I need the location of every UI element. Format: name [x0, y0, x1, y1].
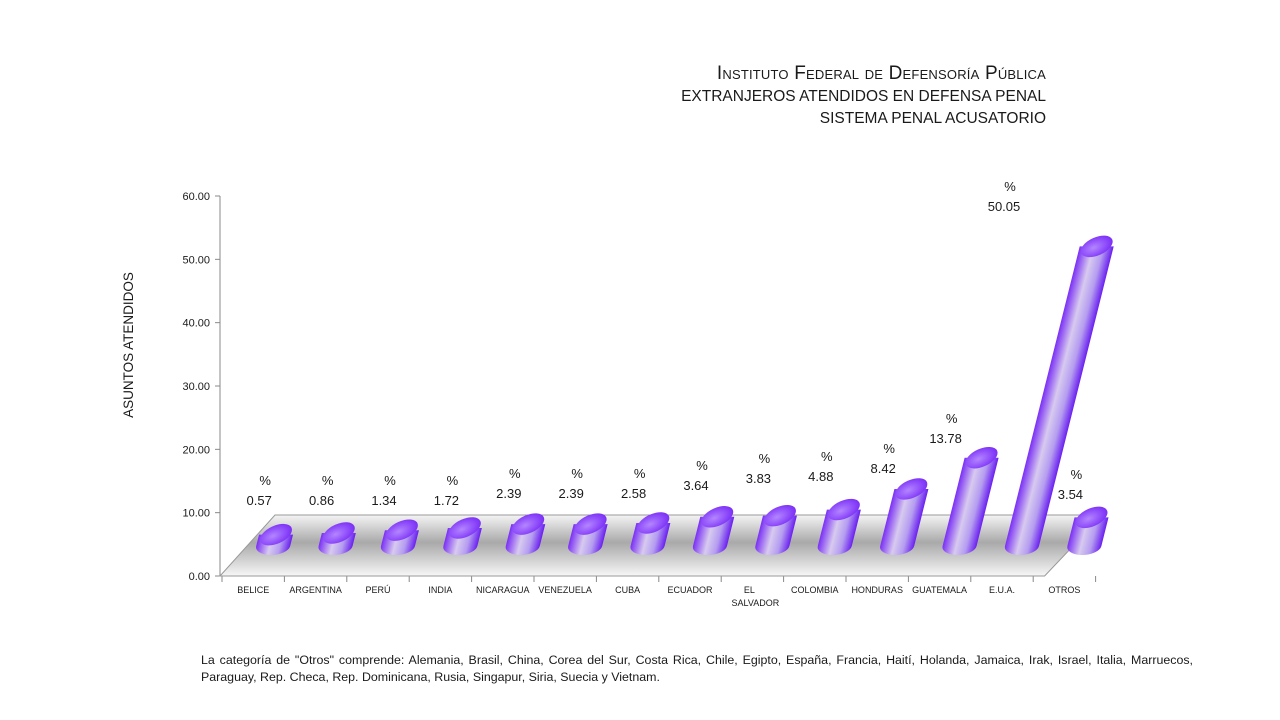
- data-label-value: 3.64: [683, 478, 708, 493]
- chart-subtitle-1: EXTRANJEROS ATENDIDOS EN DEFENSA PENAL: [681, 88, 1046, 105]
- bar-body: [1067, 517, 1109, 555]
- data-label-percent: %: [447, 473, 459, 488]
- bar-top: [260, 523, 292, 546]
- bar: [1004, 235, 1114, 555]
- bar-top: [1080, 235, 1113, 258]
- data-label-percent: %: [634, 466, 646, 481]
- bar-top: [448, 517, 481, 539]
- x-tick-label: ECUADOR: [667, 585, 713, 595]
- y-axis-label: ASUNTOS ATENDIDOS: [121, 272, 136, 418]
- bar: [1067, 506, 1109, 555]
- bar-top: [895, 478, 928, 500]
- bar: [443, 517, 482, 555]
- y-tick-label: 30.00: [182, 381, 210, 393]
- data-label-value: 1.34: [371, 493, 396, 508]
- x-tick-label: CUBA: [615, 585, 640, 595]
- x-tick-label: ARGENTINA: [289, 585, 342, 595]
- data-label-percent: %: [946, 411, 958, 426]
- data-label-value: 3.54: [1058, 487, 1083, 502]
- bar-top: [637, 512, 670, 534]
- x-tick-label: NICARAGUA: [476, 585, 530, 595]
- x-tick-label: OTROS: [1048, 585, 1080, 595]
- y-tick-label: 0.00: [189, 571, 210, 583]
- bar-top: [701, 506, 734, 528]
- bar-body: [942, 457, 999, 555]
- bar-body: [880, 488, 929, 555]
- data-label-percent: %: [322, 473, 334, 488]
- bar: [755, 504, 797, 555]
- data-label-value: 50.05: [988, 199, 1021, 214]
- data-label-percent: %: [509, 466, 521, 481]
- bar: [692, 506, 735, 555]
- data-label-value: 8.42: [871, 461, 896, 476]
- y-tick-label: 60.00: [182, 191, 210, 203]
- data-label-value: 1.72: [434, 493, 459, 508]
- bar-body: [817, 509, 861, 555]
- data-label-percent: %: [759, 451, 771, 466]
- bar-top: [764, 504, 796, 527]
- data-label-value: 2.39: [496, 486, 521, 501]
- x-tick-label: BELICE: [237, 585, 269, 595]
- x-tick-label: EL: [744, 585, 755, 595]
- data-label-value: 3.83: [746, 471, 771, 486]
- bar-body: [692, 516, 735, 555]
- bar-top: [965, 446, 998, 469]
- data-label-value: 0.86: [309, 493, 334, 508]
- bar: [318, 522, 356, 555]
- bar: [942, 446, 999, 555]
- data-label-percent: %: [821, 449, 833, 464]
- bar-body: [755, 515, 797, 555]
- footnote: La categoría de "Otros" comprende: Alema…: [201, 653, 1193, 684]
- data-label-value: 13.78: [929, 431, 962, 446]
- y-tick-label: 20.00: [182, 444, 210, 456]
- bar-top: [827, 498, 860, 521]
- y-tick-label: 50.00: [182, 254, 210, 266]
- bar-top: [322, 522, 355, 544]
- bar-top: [512, 513, 545, 535]
- bar-top: [574, 513, 607, 535]
- data-label-percent: %: [696, 458, 708, 473]
- y-tick-label: 10.00: [182, 508, 210, 520]
- bar: [380, 519, 419, 555]
- x-tick-label: INDIA: [428, 585, 452, 595]
- bar-top: [1075, 506, 1108, 529]
- x-tick-label: GUATEMALA: [912, 585, 967, 595]
- data-label-value: 2.58: [621, 486, 646, 501]
- data-label-percent: %: [259, 473, 271, 488]
- data-label-value: 0.57: [247, 493, 272, 508]
- bar: [568, 513, 608, 555]
- bar: [817, 498, 861, 555]
- x-tick-label: COLOMBIA: [791, 585, 839, 595]
- bar-top: [385, 519, 418, 541]
- bar-body: [1004, 246, 1114, 555]
- chart-title-block: Instituto Federal de Defensoría Pública …: [681, 62, 1046, 130]
- data-label-percent: %: [1004, 179, 1016, 194]
- bar: [505, 513, 546, 555]
- data-label-value: 2.39: [559, 486, 584, 501]
- data-label-percent: %: [883, 441, 895, 456]
- bar: [630, 512, 671, 555]
- x-tick-label: SALVADOR: [732, 598, 780, 608]
- bar: [880, 478, 929, 555]
- data-label-percent: %: [571, 466, 583, 481]
- x-tick-label: HONDURAS: [851, 585, 903, 595]
- data-label-percent: %: [384, 473, 396, 488]
- chart-title-text: Instituto Federal de Defensoría Pública: [716, 63, 1046, 84]
- chart-subtitle-2: SISTEMA PENAL ACUSATORIO: [819, 110, 1046, 127]
- x-tick-label: VENEZUELA: [538, 585, 592, 595]
- data-label-percent: %: [1071, 467, 1083, 482]
- x-tick-label: E.U.A.: [989, 585, 1015, 595]
- chart-title: Instituto Federal de Defensoría Pública: [681, 62, 1046, 86]
- x-tick-label: PERÚ: [365, 585, 390, 595]
- bar: [256, 523, 294, 555]
- y-tick-label: 40.00: [182, 318, 210, 330]
- data-label-value: 4.88: [808, 469, 833, 484]
